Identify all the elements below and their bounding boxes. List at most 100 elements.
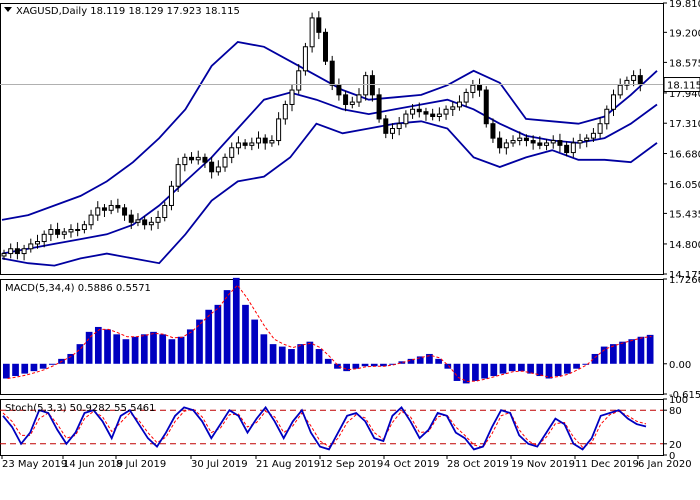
candle-body	[584, 137, 590, 142]
candle-body	[296, 70, 302, 91]
panel-border-2	[0, 399, 664, 456]
candle-body	[229, 147, 235, 158]
candle-body	[490, 123, 496, 139]
candle-body	[483, 89, 489, 125]
candle-body	[209, 161, 215, 173]
candle-body	[450, 106, 456, 110]
candle-body	[195, 156, 201, 161]
macd-bar	[21, 363, 29, 374]
price-tick-label-3: 17.940	[669, 89, 700, 100]
price-tick-label-8: 14.800	[669, 240, 700, 251]
candle-body	[242, 142, 248, 146]
macd-bar	[131, 336, 139, 364]
macd-bar	[490, 363, 498, 377]
candle-body	[383, 118, 389, 134]
macd-bar	[444, 363, 452, 369]
x-tick-label-9: 11 Dec 2019	[575, 459, 639, 470]
candle-body	[81, 224, 87, 231]
last-price-box	[663, 77, 700, 93]
macd-bar	[94, 326, 102, 364]
candle-body	[14, 248, 20, 255]
candle-body	[88, 214, 94, 226]
candle-body	[349, 101, 355, 105]
dropdown-arrow-icon	[4, 7, 12, 12]
macd-bar	[462, 363, 470, 384]
candle-body	[356, 94, 362, 103]
macd-bar	[380, 363, 387, 367]
stoch-main-line	[2, 405, 647, 451]
candle-body	[590, 132, 596, 139]
macd-bar	[619, 341, 626, 364]
candle-body	[162, 204, 168, 218]
macd-bar	[554, 363, 562, 377]
candle-body	[517, 137, 523, 142]
candle-body	[369, 75, 375, 96]
candle-body	[122, 207, 128, 216]
candle-body	[1, 253, 7, 257]
candle-body	[423, 111, 429, 115]
macd-bar	[150, 331, 157, 364]
candle-body	[276, 118, 282, 142]
macd-bar	[564, 363, 571, 374]
macd-bar	[334, 363, 341, 369]
macd-bar	[426, 353, 433, 364]
macd-bar	[536, 363, 544, 377]
candle-body	[343, 94, 349, 105]
bollinger-middle-line	[1, 91, 658, 255]
candle-body	[222, 156, 228, 168]
macd-bar	[499, 363, 507, 374]
macd-bar	[481, 363, 488, 379]
candle-body	[48, 229, 54, 235]
candle-body	[477, 84, 483, 91]
price-tick-label-4: 17.310	[669, 119, 700, 130]
macd-bar	[573, 363, 580, 369]
candle-body	[470, 84, 476, 93]
macd-tick-label-1: 0.00	[669, 360, 691, 371]
candle-body	[128, 214, 134, 223]
candle-body	[544, 142, 550, 146]
candle-body	[410, 108, 416, 115]
price-ohlc-low: 17.923	[167, 6, 205, 17]
price-tick-label-7: 15.435	[669, 209, 700, 220]
price-tick-label-2: 18.575	[669, 58, 700, 69]
candle-body	[61, 231, 67, 235]
macd-bar	[205, 309, 213, 364]
macd-bar	[85, 331, 93, 364]
candle-body	[148, 221, 154, 226]
x-tick-label-0: 23 May 2019	[2, 459, 67, 470]
macd-bar	[269, 344, 277, 364]
macd-bar	[324, 358, 332, 364]
candle-body	[215, 166, 221, 173]
candle-body	[570, 142, 576, 154]
macd-bar	[297, 344, 305, 364]
macd-bar	[407, 358, 415, 364]
candle-body	[189, 156, 195, 161]
candle-body	[624, 79, 630, 86]
macd-bar	[186, 329, 194, 364]
macd-bar	[416, 356, 424, 364]
macd-bar	[140, 334, 148, 364]
candle-body	[302, 46, 308, 72]
candle-body	[249, 142, 255, 146]
macd-bar	[646, 334, 654, 364]
macd-bar	[582, 363, 590, 365]
macd-bar	[251, 319, 259, 364]
candle-body	[155, 216, 161, 223]
candle-body	[497, 137, 503, 149]
candle-body	[403, 113, 409, 125]
candle-body	[557, 140, 563, 146]
candle-body	[503, 142, 509, 149]
candle-body	[363, 75, 369, 96]
panel-border-1	[0, 279, 664, 395]
price-ohlc-close: 18.115	[205, 6, 240, 17]
price-title-symbol: XAGUSD,Daily	[16, 6, 90, 17]
candle-body	[510, 140, 516, 144]
macd-title: MACD(5,34,4) 0.5886 0.5571	[5, 283, 151, 294]
macd-tick-label-2: -0.6156	[669, 390, 700, 401]
candle-body	[55, 229, 61, 235]
price-tick-label-6: 16.050	[669, 180, 700, 191]
bollinger-lower-line	[1, 120, 658, 267]
candle-body	[456, 101, 462, 108]
